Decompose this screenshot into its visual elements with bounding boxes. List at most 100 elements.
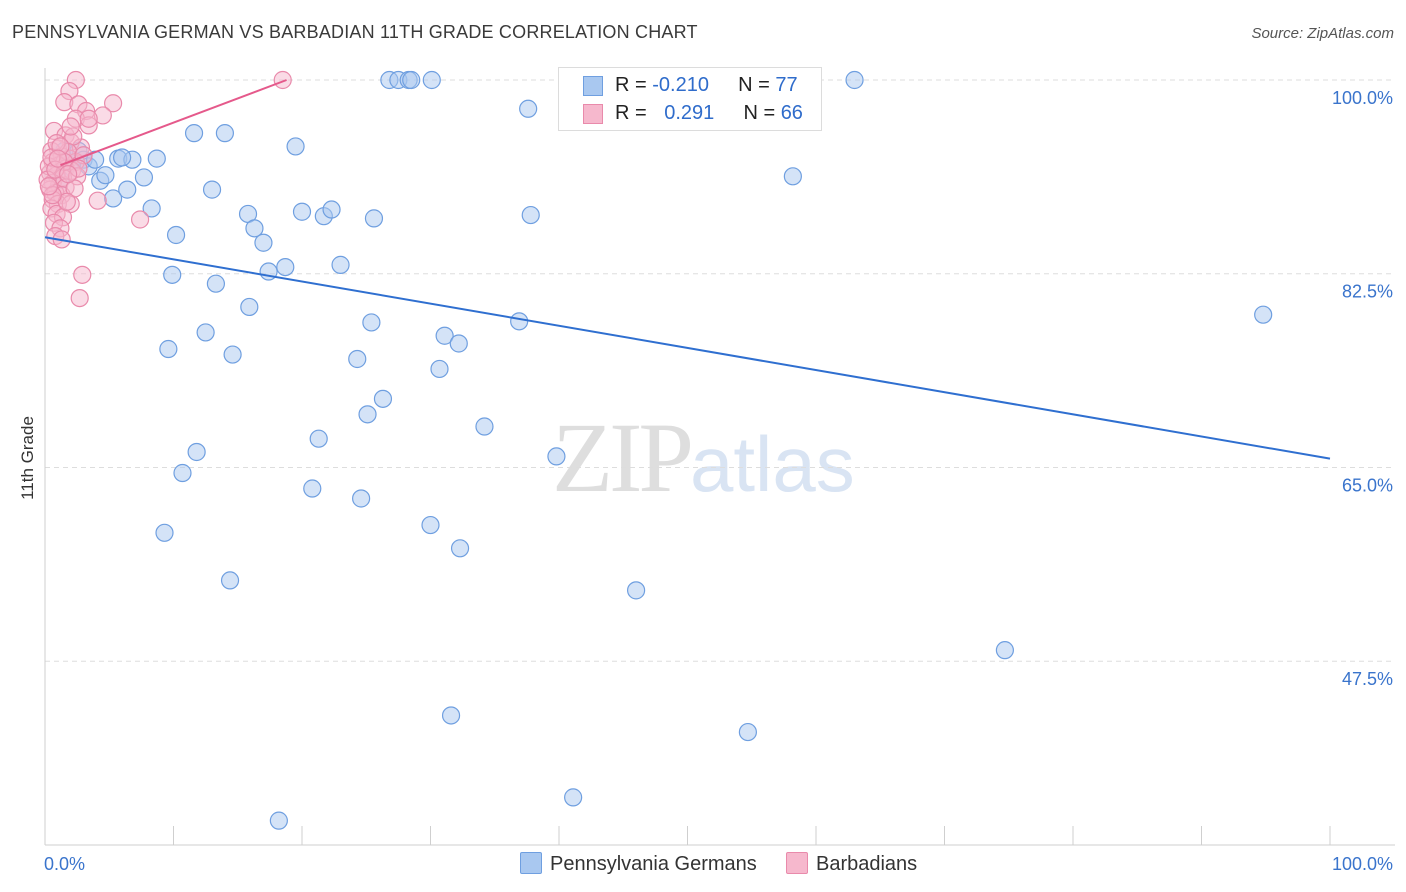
pennsylvania-germans-point: [206, 274, 226, 293]
pennsylvania-germans-point: [450, 539, 470, 558]
n-value: 77: [775, 74, 798, 96]
bottom-legend-swatch-pink: [786, 852, 808, 874]
r-label: R =: [615, 102, 653, 124]
pennsylvania-germans-point: [303, 479, 322, 498]
n-label: N =: [743, 102, 781, 124]
axes: [44, 68, 1395, 846]
barbadians-point: [88, 191, 107, 210]
bottom-legend-barbadians: Barbadians: [786, 852, 917, 876]
pennsylvania-germans-point: [166, 225, 186, 245]
pennsylvania-germans-point: [519, 99, 538, 118]
bottom-legend-label-1: Pennsylvania Germans: [550, 853, 757, 875]
pennsylvania-germans-point: [276, 257, 295, 277]
legend-swatch-pink: [583, 104, 603, 124]
barbadians-point: [79, 109, 98, 128]
pennsylvania-germans-point: [245, 219, 264, 238]
pennsylvania-germans-point: [435, 326, 454, 345]
pennsylvania-germans-point: [292, 202, 312, 221]
barbadians-point: [59, 165, 78, 184]
barbadians-point: [273, 70, 292, 90]
barbadians-points: [38, 70, 292, 308]
trend-lines: [44, 79, 1331, 460]
axis-labels: 100.0% 82.5% 65.0% 47.5% 0.0% 100.0% 11th Grad…: [18, 88, 1393, 874]
y-tick-label: 47.5%: [1342, 669, 1393, 689]
pennsylvania-germans-point: [430, 359, 449, 379]
pennsylvania-germans-point: [475, 417, 494, 436]
barbadians-point: [73, 265, 92, 284]
pennsylvania-germans-point: [783, 167, 802, 186]
pennsylvania-germans-point: [547, 447, 566, 466]
y-tick-label: 65.0%: [1342, 475, 1393, 495]
pennsylvania-germans-point: [352, 489, 371, 508]
barbadians-point: [130, 210, 150, 229]
pennsylvania-germans-point: [196, 323, 215, 342]
barbadians-point: [39, 177, 58, 196]
barbadians-point: [70, 288, 89, 308]
pennsylvania-germans-point: [184, 124, 204, 143]
pennsylvania-germans-point: [362, 313, 381, 332]
pennsylvania-germans-point: [373, 389, 393, 408]
barbadians-point: [104, 94, 123, 113]
pennsylvania-germans-point: [240, 297, 259, 317]
pennsylvania-germans-point: [163, 265, 182, 284]
watermark: ZIPatlas: [552, 400, 855, 515]
pennsylvania-germans-point: [364, 209, 384, 228]
pennsylvania-germans-point: [96, 166, 115, 185]
pennsylvania-germans-point: [422, 70, 441, 90]
pennsylvania-germans-point: [187, 442, 206, 462]
pennsylvania-germans-point: [142, 199, 161, 218]
pennsylvania-germans-point: [358, 405, 377, 424]
watermark-atlas: atlas: [690, 420, 855, 508]
x-tick-label-min: 0.0%: [44, 854, 85, 874]
bottom-legend-swatch-blue: [520, 852, 542, 874]
pennsylvania-germans-point: [155, 523, 174, 542]
pennsylvania-germans-point: [173, 463, 192, 483]
r-label: R =: [615, 74, 653, 96]
pennsylvania-germans-point: [223, 345, 242, 364]
source-credit: Source: ZipAtlas.com: [1251, 25, 1394, 42]
pennsylvania-germans-point: [286, 137, 305, 156]
pennsylvania-germans-point: [147, 149, 166, 168]
legend-stats-2: R = 0.291 N = 66: [615, 102, 803, 125]
pennsylvania-germans-point: [626, 581, 646, 600]
pennsylvania-germans-point: [112, 148, 132, 167]
pennsylvania-germans-point: [738, 722, 757, 742]
pennsylvania-germans-point: [134, 168, 154, 187]
pennsylvania-germans-point: [322, 200, 341, 219]
pennsylvania-germans-point: [995, 641, 1014, 660]
legend-swatch-blue: [583, 76, 603, 96]
pennsylvania-germans-point: [845, 70, 864, 90]
pennsylvania-germans-point: [421, 515, 440, 535]
pennsylvania-germans-point: [510, 312, 529, 331]
r-value: 0.291: [664, 102, 715, 124]
legend-stats-1: R = -0.210 N = 77: [615, 74, 798, 97]
y-tick-label: 100.0%: [1332, 88, 1393, 108]
pennsylvania-germans-point: [254, 233, 273, 252]
correlation-legend: R = -0.210 N = 77 R = 0.291 N = 66: [558, 67, 822, 131]
pennsylvania-germans-point: [521, 205, 540, 225]
n-label: N =: [738, 74, 776, 96]
y-tick-label: 82.5%: [1342, 282, 1393, 302]
chart-title: PENNSYLVANIA GERMAN VS BARBADIAN 11TH GR…: [12, 22, 698, 42]
bottom-legend-label-2: Barbadians: [816, 853, 918, 875]
pennsylvania-germans-trend-line: [44, 236, 1331, 460]
pennsylvania-germans-point: [202, 180, 222, 199]
pennsylvania-germans-point: [269, 811, 288, 830]
pennsylvania-germans-point: [159, 339, 178, 359]
pennsylvania-germans-point: [309, 429, 328, 448]
bottom-legend-pennsylvania-germans: Pennsylvania Germans: [520, 852, 757, 876]
pennsylvania-germans-point: [1254, 305, 1273, 324]
pennsylvania-germans-point: [348, 349, 367, 369]
barbadians-point: [48, 149, 67, 168]
barbadians-trend-line: [60, 79, 287, 167]
pennsylvania-germans-point: [215, 124, 234, 143]
pennsylvania-germans-point: [118, 180, 137, 199]
pennsylvania-germans-point: [564, 788, 583, 807]
watermark-zip: ZIP: [552, 402, 694, 513]
n-value: 66: [780, 102, 803, 124]
gridlines: [45, 79, 1395, 662]
r-value: -0.210: [652, 74, 709, 96]
barbadians-point: [61, 117, 80, 136]
pennsylvania-germans-points: [51, 70, 1273, 830]
